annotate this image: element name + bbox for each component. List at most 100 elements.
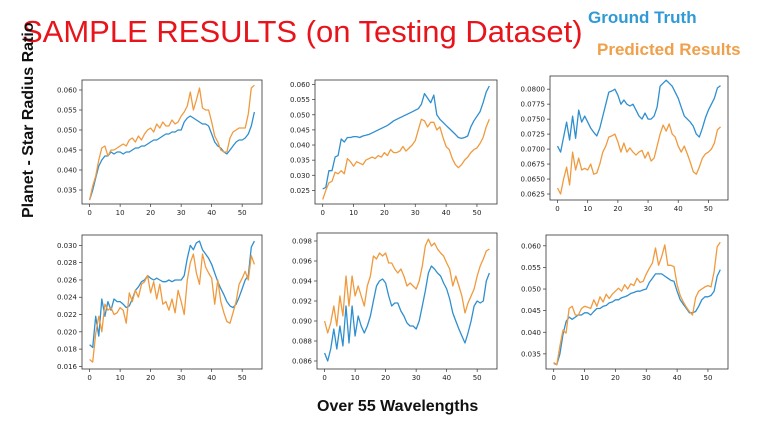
x-tick-label: 10 xyxy=(116,374,125,382)
y-tick-label: 0.094 xyxy=(292,278,313,286)
plot-frame xyxy=(545,234,729,370)
x-tick-label: 0 xyxy=(551,374,555,382)
x-tick-label: 40 xyxy=(673,374,682,382)
slide-title: SAMPLE RESULTS (on Testing Dataset) xyxy=(22,14,583,49)
y-tick-label: 0.040 xyxy=(521,329,541,337)
x-tick-label: 30 xyxy=(177,374,186,382)
x-tick-label: 40 xyxy=(207,374,216,382)
y-tick-label: 0.060 xyxy=(521,242,541,250)
y-tick-label: 0.055 xyxy=(57,107,77,115)
y-tick-label: 0.022 xyxy=(57,311,77,319)
y-tick-label: 0.0675 xyxy=(521,161,546,169)
legend-predicted-results: Predicted Results xyxy=(597,40,741,59)
x-tick-label: 20 xyxy=(381,374,390,382)
ground-truth-series-line xyxy=(89,240,255,349)
y-tick-label: 0.030 xyxy=(290,172,310,180)
x-tick-label: 40 xyxy=(207,209,216,217)
x-tick-label: 10 xyxy=(351,374,360,382)
y-tick-label: 0.050 xyxy=(57,127,77,135)
predicted-series-line xyxy=(89,253,256,363)
y-tick-label: 0.040 xyxy=(290,142,310,150)
x-tick-label: 10 xyxy=(116,209,125,217)
y-tick-label: 0.098 xyxy=(292,238,312,246)
predicted-series-line xyxy=(322,118,490,200)
x-tick-label: 50 xyxy=(473,374,482,382)
x-tick-label: 30 xyxy=(644,205,653,213)
predicted-series-line xyxy=(553,241,721,366)
y-tick-label: 0.016 xyxy=(57,363,78,371)
x-tick-label: 0 xyxy=(555,205,559,213)
ground-truth-series-line xyxy=(322,85,490,190)
x-tick-label: 40 xyxy=(674,205,683,213)
y-tick-label: 0.045 xyxy=(290,126,310,134)
y-tick-label: 0.050 xyxy=(290,111,310,119)
x-tick-label: 20 xyxy=(611,374,620,382)
plot-frame xyxy=(314,79,498,205)
x-tick-label: 40 xyxy=(442,209,451,217)
chart-panel-3: 0.0625 0.0650 0.0675 0.0700 0.0725 0.0750 0.07… xyxy=(521,75,729,213)
y-tick-label: 0.040 xyxy=(57,167,77,175)
x-tick-label: 30 xyxy=(411,209,420,217)
x-axis-label: Over 55 Wavelengths xyxy=(317,398,479,415)
y-tick-label: 0.055 xyxy=(290,96,310,104)
y-tick-label: 0.035 xyxy=(521,350,541,358)
y-tick-label: 0.0750 xyxy=(521,116,546,124)
x-tick-label: 20 xyxy=(146,209,155,217)
x-tick-label: 50 xyxy=(472,209,481,217)
x-tick-label: 40 xyxy=(442,374,451,382)
chart-panel-2: 0.025 0.030 0.035 0.040 0.045 0.050 0.055 0.060… xyxy=(290,79,498,217)
y-tick-label: 0.060 xyxy=(290,81,310,89)
y-tick-label: 0.035 xyxy=(290,157,310,165)
x-tick-label: 50 xyxy=(238,374,247,382)
x-tick-label: 50 xyxy=(238,209,247,217)
x-tick-label: 10 xyxy=(583,205,592,213)
y-tick-label: 0.0800 xyxy=(521,86,546,94)
chart-panel-1: 0.035 0.040 0.045 0.050 0.055 0.060 0 10 20 30 40 5… xyxy=(57,79,263,217)
y-tick-label: 0.026 xyxy=(57,276,78,284)
x-tick-label: 30 xyxy=(642,374,651,382)
x-tick-label: 10 xyxy=(349,209,358,217)
x-tick-label: 50 xyxy=(704,205,713,213)
y-axis-label: Planet - Star Radius Ratio xyxy=(20,22,37,218)
y-tick-label: 0.025 xyxy=(290,187,310,195)
y-tick-label: 0.030 xyxy=(57,242,77,250)
predicted-series-line xyxy=(556,123,721,195)
predicted-series-line xyxy=(88,84,255,201)
y-tick-label: 0.035 xyxy=(57,187,77,195)
x-tick-label: 20 xyxy=(146,374,155,382)
x-tick-label: 0 xyxy=(87,374,91,382)
x-tick-label: 50 xyxy=(703,374,712,382)
y-tick-label: 0.028 xyxy=(57,259,77,267)
y-tick-label: 0.0650 xyxy=(521,176,546,184)
x-tick-label: 0 xyxy=(87,209,91,217)
x-tick-label: 20 xyxy=(380,209,389,217)
plot-frame xyxy=(549,75,729,201)
ground-truth-series-line xyxy=(556,79,721,153)
y-tick-label: 0.092 xyxy=(292,298,312,306)
x-tick-label: 0 xyxy=(320,209,324,217)
y-tick-label: 0.045 xyxy=(521,307,541,315)
y-tick-label: 0.055 xyxy=(521,264,541,272)
y-tick-label: 0.0625 xyxy=(521,191,546,199)
y-tick-label: 0.060 xyxy=(57,87,77,95)
y-tick-label: 0.088 xyxy=(292,338,312,346)
x-tick-label: 30 xyxy=(177,209,186,217)
ground-truth-series-line xyxy=(553,269,721,366)
x-tick-label: 10 xyxy=(580,374,589,382)
y-tick-label: 0.024 xyxy=(57,294,78,302)
y-tick-label: 0.0725 xyxy=(521,131,546,139)
chart-panel-5: 0.086 0.088 0.090 0.092 0.094 0.096 0.098 0 10 20… xyxy=(292,232,498,382)
y-tick-label: 0.086 xyxy=(292,358,313,366)
chart-panel-4: 0.016 0.018 0.020 0.022 0.024 0.026 0.028 0.030… xyxy=(57,234,263,382)
x-tick-label: 20 xyxy=(613,205,622,213)
x-tick-label: 30 xyxy=(412,374,421,382)
legend-ground-truth: Ground Truth xyxy=(588,8,697,27)
y-tick-label: 0.0775 xyxy=(521,101,546,109)
y-tick-label: 0.050 xyxy=(521,286,541,294)
y-tick-label: 0.096 xyxy=(292,258,313,266)
y-tick-label: 0.090 xyxy=(292,318,312,326)
x-tick-label: 0 xyxy=(322,374,326,382)
y-tick-label: 0.0700 xyxy=(521,146,546,154)
plot-frame xyxy=(81,79,263,205)
ground-truth-series-line xyxy=(88,111,256,201)
